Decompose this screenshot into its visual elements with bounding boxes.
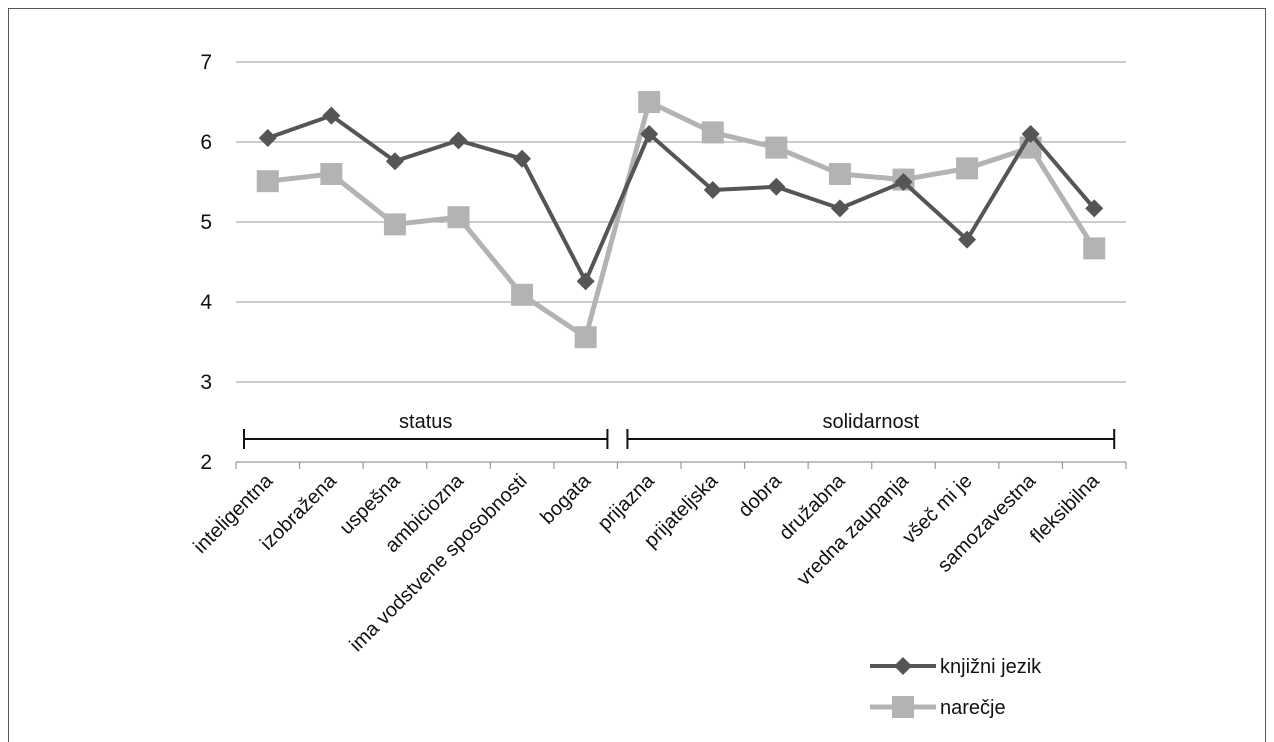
square-marker (956, 157, 979, 180)
x-category-label: dobra (734, 469, 786, 521)
diamond-marker (1085, 199, 1104, 218)
series-knjizni-jezik (258, 106, 1104, 291)
group-brackets: status solidarnost (243, 411, 1116, 449)
axes (235, 461, 1127, 469)
square-marker (701, 121, 724, 144)
diamond-marker (894, 173, 913, 191)
square-marker (256, 170, 279, 193)
x-category-label: prijazna (594, 469, 660, 535)
diamond-marker (258, 129, 277, 147)
x-category-label: fleksibilna (1026, 469, 1104, 547)
diamond-marker (449, 131, 468, 150)
series-line (267, 113, 1096, 284)
diamond-marker (640, 125, 659, 143)
square-marker (1083, 237, 1106, 260)
square-marker (320, 163, 343, 185)
x-category-label: bogata (536, 469, 595, 528)
x-category-label: vredna zaupanja (793, 469, 914, 590)
diamond-marker (1021, 125, 1040, 143)
diamond-marker (830, 199, 849, 218)
diamond-marker (958, 230, 977, 249)
diamond-marker (894, 657, 912, 675)
legend-item: knjižni jezik (870, 656, 1042, 678)
y-tick-label: 7 (200, 51, 212, 74)
figure-frame (8, 8, 1266, 742)
square-marker (638, 91, 661, 113)
legend-label: narečje (940, 697, 1006, 719)
square-marker (892, 696, 914, 718)
diamond-marker (385, 152, 404, 171)
square-marker (574, 326, 597, 349)
y-tick-label: 5 (200, 211, 212, 234)
x-axis-labels: inteligentnaizobraženauspešnaambicioznai… (189, 469, 1104, 656)
diamond-marker (703, 181, 722, 199)
legend-item: narečje (870, 696, 1006, 719)
diamond-marker (513, 149, 532, 168)
gridlines (236, 61, 1126, 383)
y-tick-label: 6 (200, 131, 212, 154)
y-axis-ticks: 2 3 4 5 6 7 (200, 51, 212, 474)
square-marker (511, 283, 534, 306)
legend: knjižni jezik narečje (870, 656, 1042, 719)
diamond-marker (576, 272, 595, 291)
square-marker (447, 206, 470, 229)
square-marker (765, 136, 788, 159)
diamond-marker (767, 177, 786, 196)
series-layer (256, 91, 1106, 349)
legend-label: knjižni jezik (940, 656, 1042, 678)
group-label: solidarnost (822, 411, 919, 433)
y-tick-label: 2 (200, 451, 212, 474)
square-marker (383, 213, 406, 236)
diamond-marker (322, 106, 341, 125)
group-label: status (399, 411, 452, 433)
y-tick-label: 4 (200, 291, 212, 314)
y-tick-label: 3 (200, 371, 212, 394)
square-marker (828, 163, 851, 185)
